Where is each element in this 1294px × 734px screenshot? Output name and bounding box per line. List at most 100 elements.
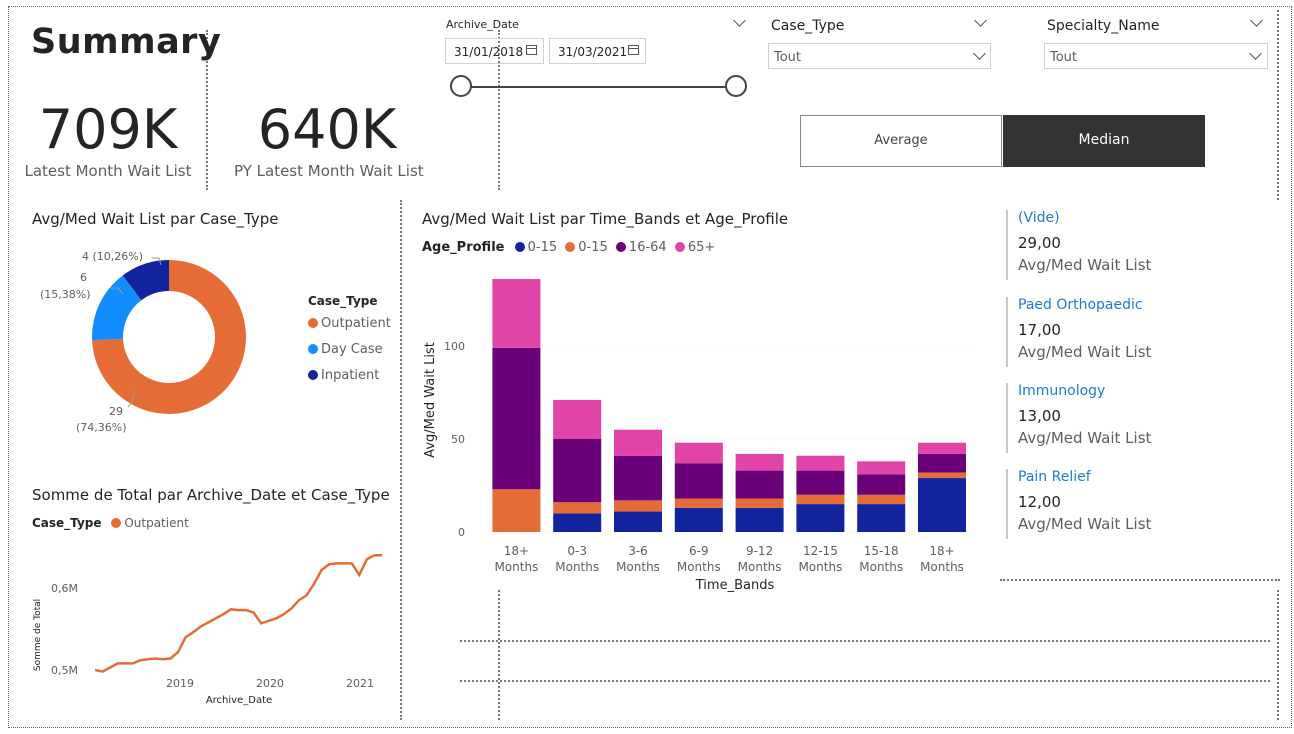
- bar-segment[interactable]: [614, 429, 662, 456]
- bar-segment[interactable]: [674, 463, 723, 499]
- kpi-value: 640K: [257, 98, 397, 161]
- bar-segment[interactable]: [796, 470, 845, 495]
- bar-segment[interactable]: [553, 439, 602, 503]
- kpi-label: PY Latest Month Wait List: [234, 162, 424, 180]
- bar-segment[interactable]: [735, 498, 784, 508]
- bar-segment[interactable]: [492, 279, 541, 348]
- bar-segment[interactable]: [674, 442, 723, 464]
- card-category[interactable]: Paed Orthopaedic: [1018, 297, 1143, 313]
- bar-chart: Avg/Med Wait List 100 50 0 18+ Months 0-3 M…: [423, 279, 973, 593]
- guide-line: [1277, 590, 1279, 720]
- kpi-label: Latest Month Wait List: [24, 162, 192, 180]
- bar-segment[interactable]: [796, 504, 845, 532]
- guide-line: [400, 200, 402, 720]
- bar-segment[interactable]: [553, 502, 602, 514]
- bar-xtick: Months: [859, 560, 903, 574]
- median-button[interactable]: Median: [1003, 115, 1205, 167]
- bar-segment[interactable]: [735, 453, 784, 471]
- legend-dot: [308, 344, 318, 354]
- bar-segment[interactable]: [857, 504, 906, 532]
- bar-xtick: 12-15: [803, 544, 838, 558]
- donut-slice-day-case[interactable]: [92, 275, 142, 341]
- bar-segment[interactable]: [796, 494, 845, 505]
- bar-segment[interactable]: [918, 472, 966, 479]
- card-label: Avg/Med Wait List: [1018, 429, 1152, 447]
- bar-xtick: Months: [494, 560, 538, 574]
- card-value: 17,00: [1018, 321, 1061, 339]
- calendar-icon[interactable]: [628, 45, 639, 55]
- legend-dot: [308, 318, 318, 328]
- specialty-name-dropdown[interactable]: Tout: [1044, 43, 1268, 69]
- calendar-icon[interactable]: [526, 45, 537, 55]
- guide-line: [460, 640, 1270, 642]
- bar-segment[interactable]: [857, 474, 906, 495]
- donut-slice-inpatient[interactable]: [122, 260, 169, 301]
- legend-label: 16-64: [628, 240, 667, 255]
- card-label: Avg/Med Wait List: [1018, 256, 1152, 274]
- specialty-card[interactable]: (Vide) 29,00 Avg/Med Wait List: [1006, 210, 1246, 280]
- report-canvas: [8, 6, 1292, 728]
- average-button[interactable]: Average: [800, 115, 1002, 167]
- bar-segment[interactable]: [674, 507, 723, 532]
- case-type-dropdown-value: Tout: [774, 50, 802, 65]
- card-label: Avg/Med Wait List: [1018, 343, 1152, 361]
- specialty-card[interactable]: Paed Orthopaedic 17,00 Avg/Med Wait List: [1006, 297, 1246, 367]
- end-date-input[interactable]: 31/03/2021: [549, 38, 646, 64]
- legend-label: 0-15: [527, 240, 558, 255]
- donut-label-day-case: 6: [80, 271, 87, 284]
- bar-segment[interactable]: [918, 453, 966, 473]
- bar-segment[interactable]: [553, 513, 602, 532]
- bar-segment[interactable]: [735, 507, 784, 532]
- bar-segment[interactable]: [918, 478, 966, 532]
- bar-segment[interactable]: [614, 500, 662, 512]
- card-category[interactable]: Pain Relief: [1018, 469, 1091, 485]
- bar-xtick: 0-3: [567, 544, 587, 558]
- donut-legend-title: Case_Type: [308, 294, 378, 308]
- slider-start-handle[interactable]: [450, 75, 472, 97]
- bar-segment[interactable]: [857, 494, 906, 505]
- card-value: 12,00: [1018, 493, 1061, 511]
- bar-segment[interactable]: [918, 442, 966, 454]
- specialty-name-dropdown-value: Tout: [1050, 50, 1078, 65]
- bar-segment[interactable]: [614, 511, 662, 532]
- archive-date-slicer-label: Archive_Date: [446, 18, 519, 31]
- bar-segment[interactable]: [492, 347, 541, 490]
- card-category[interactable]: (Vide): [1018, 210, 1060, 226]
- bar-xtick: 15-18: [864, 544, 899, 558]
- line-xlabel: Archive_Date: [206, 695, 272, 706]
- bar-xtick: 9-12: [746, 544, 773, 558]
- bar-segment[interactable]: [674, 498, 723, 508]
- bar-segment[interactable]: [735, 470, 784, 499]
- line-ytick: 0,5M: [51, 664, 78, 677]
- start-date-input[interactable]: 31/01/2018: [445, 38, 544, 64]
- bar-segment[interactable]: [857, 461, 906, 475]
- bar-xtick: 6-9: [689, 544, 709, 558]
- bar-ytick: 50: [451, 433, 465, 446]
- bar-segment[interactable]: [614, 455, 662, 501]
- bar-xtick: 3-6: [628, 544, 648, 558]
- donut-slice-outpatient[interactable]: [92, 260, 247, 414]
- bar-xlabel: Time_Bands: [695, 578, 775, 593]
- line-series-outpatient[interactable]: [94, 553, 382, 673]
- chevron-down-icon: [973, 47, 986, 60]
- specialty-card[interactable]: Immunology 13,00 Avg/Med Wait List: [1006, 383, 1246, 453]
- slider-end-handle[interactable]: [725, 75, 747, 97]
- kpi-py-latest-month: 640K PY Latest Month Wait List: [234, 98, 424, 181]
- case-type-dropdown[interactable]: Tout: [768, 43, 991, 69]
- bar-segment[interactable]: [492, 489, 541, 532]
- bar-xtick: Months: [738, 560, 782, 574]
- legend-item-day-case[interactable]: Day Case: [308, 342, 383, 357]
- leader-line: [152, 257, 162, 266]
- card-category[interactable]: Immunology: [1018, 383, 1106, 399]
- donut-chart: 4 (10,26%) 6 (15,38%) 29 (74,36%): [40, 250, 247, 434]
- leader-line: [110, 287, 124, 295]
- date-range-slider-track[interactable]: [461, 86, 737, 88]
- guide-line: [1277, 10, 1279, 200]
- legend-item-inpatient[interactable]: Inpatient: [308, 368, 379, 383]
- bar-segment[interactable]: [553, 399, 602, 439]
- card-value: 29,00: [1018, 234, 1061, 252]
- legend-item-outpatient[interactable]: Outpatient: [308, 316, 391, 331]
- line-xtick: 2019: [166, 677, 194, 690]
- specialty-card[interactable]: Pain Relief 12,00 Avg/Med Wait List: [1006, 469, 1246, 539]
- bar-segment[interactable]: [796, 455, 845, 471]
